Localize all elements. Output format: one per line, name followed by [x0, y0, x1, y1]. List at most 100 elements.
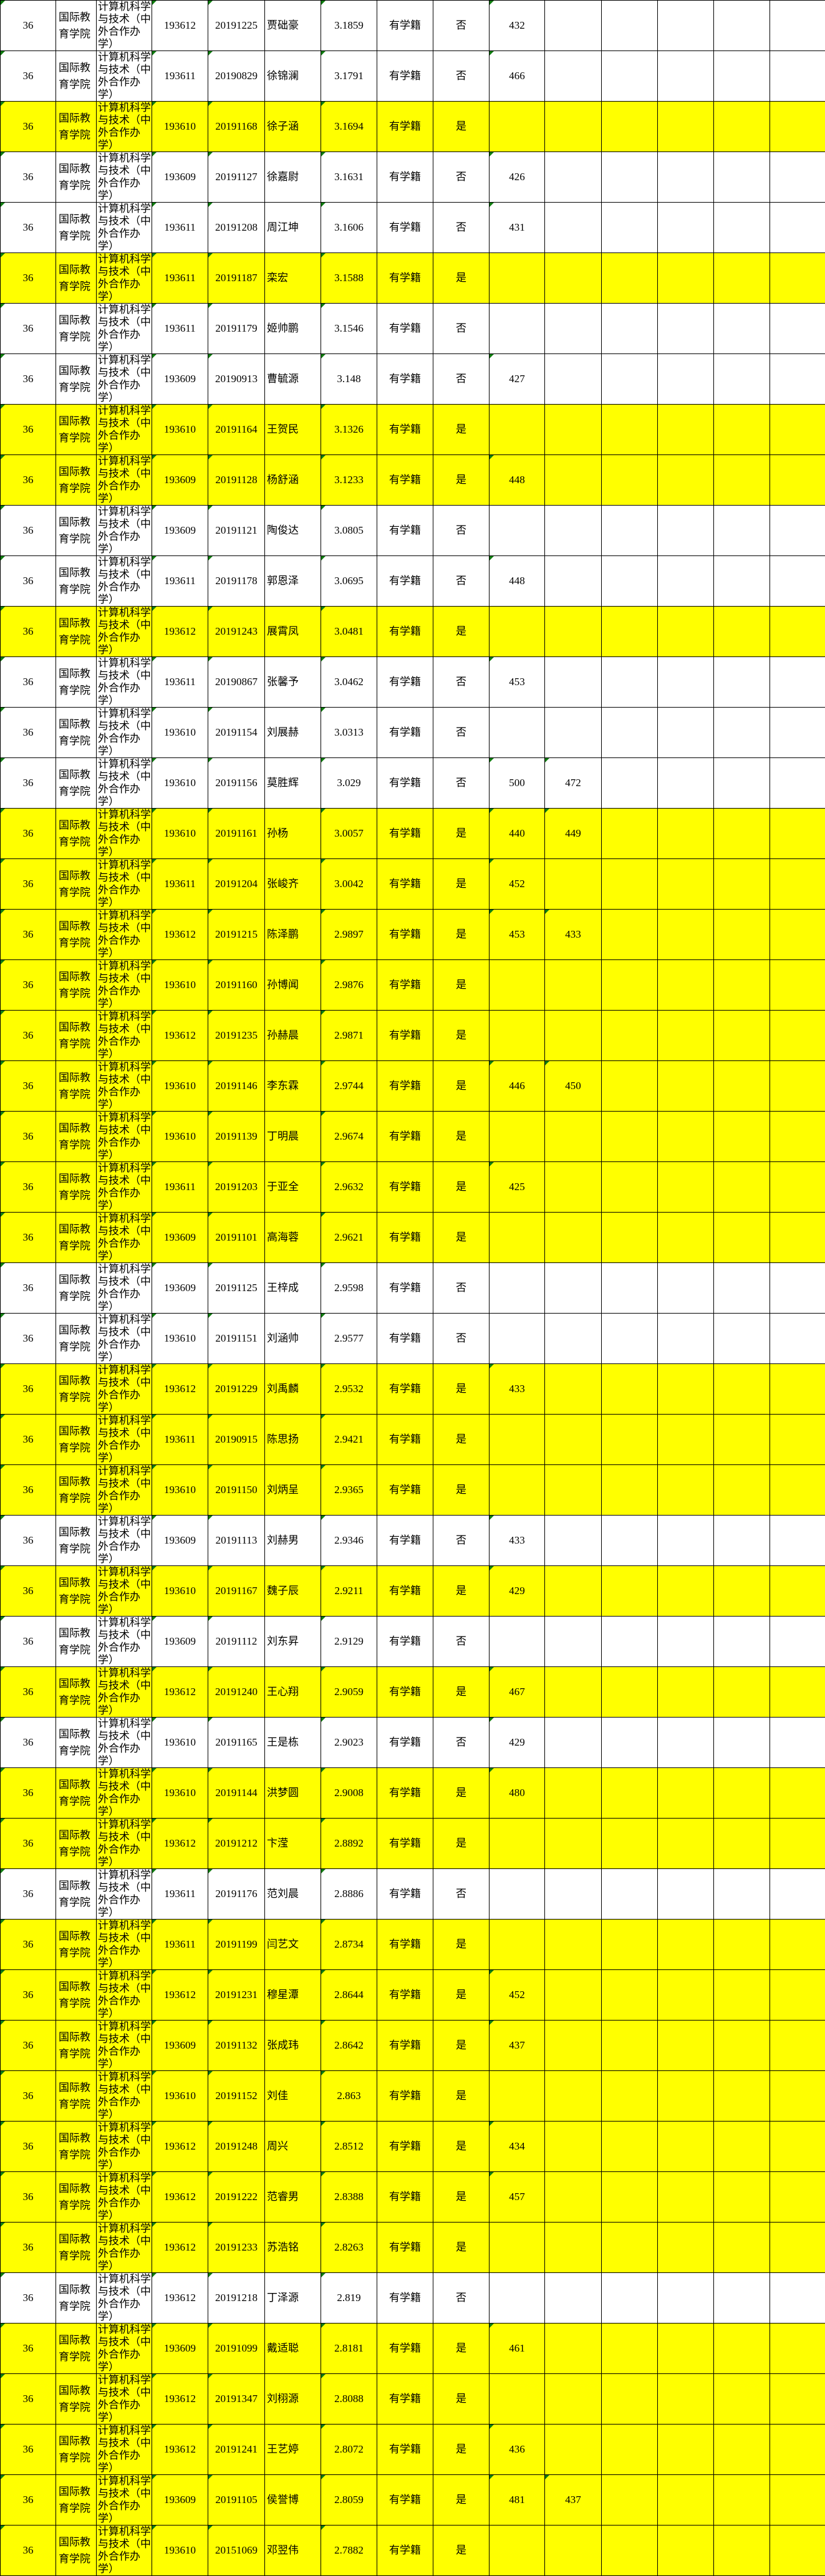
class-cell[interactable]: 193610 — [152, 2526, 208, 2576]
empty-cell[interactable] — [658, 2425, 714, 2475]
empty-cell[interactable] — [770, 1, 825, 51]
empty-cell[interactable] — [714, 1819, 770, 1869]
college-cell[interactable]: 国际教育学院 — [56, 607, 97, 657]
class-cell[interactable]: 193609 — [152, 2324, 208, 2374]
score1-cell[interactable]: 425 — [490, 1162, 545, 1213]
college-cell[interactable]: 国际教育学院 — [56, 1869, 97, 1920]
student-id-cell[interactable]: 20191231 — [208, 1970, 265, 2021]
status-cell[interactable]: 有学籍 — [377, 1112, 433, 1162]
gpa-cell[interactable]: 2.9129 — [321, 1617, 377, 1667]
score2-cell[interactable] — [545, 607, 602, 657]
score1-cell[interactable]: 448 — [490, 455, 545, 506]
student-id-cell[interactable]: 20191199 — [208, 1920, 265, 1970]
flag-cell[interactable]: 是 — [433, 910, 490, 960]
rank-cell[interactable]: 36 — [1, 2021, 56, 2071]
name-cell[interactable]: 刘栩源 — [265, 2374, 321, 2425]
empty-cell[interactable] — [602, 253, 658, 304]
empty-cell[interactable] — [658, 1162, 714, 1213]
college-cell[interactable]: 国际教育学院 — [56, 960, 97, 1011]
flag-cell[interactable]: 是 — [433, 1970, 490, 2021]
major-cell[interactable]: 计算机科学与技术（中外合作办学） — [97, 2273, 152, 2324]
status-cell[interactable]: 有学籍 — [377, 2526, 433, 2576]
class-cell[interactable]: 193609 — [152, 2475, 208, 2526]
major-cell[interactable]: 计算机科学与技术（中外合作办学） — [97, 657, 152, 708]
student-id-cell[interactable]: 20190867 — [208, 657, 265, 708]
gpa-cell[interactable]: 2.9346 — [321, 1516, 377, 1566]
score2-cell[interactable] — [545, 1869, 602, 1920]
empty-cell[interactable] — [770, 2374, 825, 2425]
college-cell[interactable]: 国际教育学院 — [56, 1061, 97, 1112]
score2-cell[interactable] — [545, 1011, 602, 1061]
major-cell[interactable]: 计算机科学与技术（中外合作办学） — [97, 1718, 152, 1768]
gpa-cell[interactable]: 2.8072 — [321, 2425, 377, 2475]
class-cell[interactable]: 193609 — [152, 1617, 208, 1667]
class-cell[interactable]: 193612 — [152, 2273, 208, 2324]
flag-cell[interactable]: 否 — [433, 1263, 490, 1314]
status-cell[interactable]: 有学籍 — [377, 607, 433, 657]
status-cell[interactable]: 有学籍 — [377, 405, 433, 455]
student-id-cell[interactable]: 20191161 — [208, 809, 265, 859]
class-cell[interactable]: 193612 — [152, 2122, 208, 2172]
empty-cell[interactable] — [714, 1011, 770, 1061]
empty-cell[interactable] — [602, 1213, 658, 1263]
major-cell[interactable]: 计算机科学与技术（中外合作办学） — [97, 455, 152, 506]
flag-cell[interactable]: 是 — [433, 1364, 490, 1415]
empty-cell[interactable] — [658, 1061, 714, 1112]
score1-cell[interactable] — [490, 1112, 545, 1162]
gpa-cell[interactable]: 2.9871 — [321, 1011, 377, 1061]
status-cell[interactable]: 有学籍 — [377, 2122, 433, 2172]
score2-cell[interactable] — [545, 1263, 602, 1314]
flag-cell[interactable]: 是 — [433, 455, 490, 506]
empty-cell[interactable] — [770, 1566, 825, 1617]
student-id-cell[interactable]: 20191179 — [208, 304, 265, 354]
college-cell[interactable]: 国际教育学院 — [56, 2273, 97, 2324]
student-id-cell[interactable]: 20191208 — [208, 203, 265, 253]
empty-cell[interactable] — [714, 203, 770, 253]
score1-cell[interactable]: 427 — [490, 354, 545, 405]
empty-cell[interactable] — [770, 1263, 825, 1314]
status-cell[interactable]: 有学籍 — [377, 455, 433, 506]
college-cell[interactable]: 国际教育学院 — [56, 1314, 97, 1364]
empty-cell[interactable] — [770, 2223, 825, 2273]
empty-cell[interactable] — [658, 1112, 714, 1162]
empty-cell[interactable] — [714, 1465, 770, 1516]
status-cell[interactable]: 有学籍 — [377, 1970, 433, 2021]
status-cell[interactable]: 有学籍 — [377, 1314, 433, 1364]
class-cell[interactable]: 193609 — [152, 1213, 208, 1263]
empty-cell[interactable] — [714, 1970, 770, 2021]
major-cell[interactable]: 计算机科学与技术（中外合作办学） — [97, 2021, 152, 2071]
empty-cell[interactable] — [658, 758, 714, 809]
gpa-cell[interactable]: 2.9577 — [321, 1314, 377, 1364]
empty-cell[interactable] — [770, 2526, 825, 2576]
college-cell[interactable]: 国际教育学院 — [56, 1516, 97, 1566]
gpa-cell[interactable]: 2.8644 — [321, 1970, 377, 2021]
empty-cell[interactable] — [658, 1869, 714, 1920]
gpa-cell[interactable]: 2.8181 — [321, 2324, 377, 2374]
name-cell[interactable]: 邓翌伟 — [265, 2526, 321, 2576]
status-cell[interactable]: 有学籍 — [377, 1162, 433, 1213]
empty-cell[interactable] — [714, 405, 770, 455]
empty-cell[interactable] — [602, 1263, 658, 1314]
class-cell[interactable]: 193610 — [152, 1061, 208, 1112]
empty-cell[interactable] — [602, 1415, 658, 1465]
rank-cell[interactable]: 36 — [1, 607, 56, 657]
empty-cell[interactable] — [714, 2273, 770, 2324]
name-cell[interactable]: 贾础豪 — [265, 1, 321, 51]
flag-cell[interactable]: 是 — [433, 809, 490, 859]
status-cell[interactable]: 有学籍 — [377, 1667, 433, 1718]
college-cell[interactable]: 国际教育学院 — [56, 253, 97, 304]
rank-cell[interactable]: 36 — [1, 203, 56, 253]
class-cell[interactable]: 193610 — [152, 1768, 208, 1819]
major-cell[interactable]: 计算机科学与技术（中外合作办学） — [97, 910, 152, 960]
name-cell[interactable]: 范刘晨 — [265, 1869, 321, 1920]
major-cell[interactable]: 计算机科学与技术（中外合作办学） — [97, 304, 152, 354]
name-cell[interactable]: 苏浩铭 — [265, 2223, 321, 2273]
score2-cell[interactable] — [545, 51, 602, 102]
empty-cell[interactable] — [714, 758, 770, 809]
gpa-cell[interactable]: 2.9897 — [321, 910, 377, 960]
rank-cell[interactable]: 36 — [1, 2526, 56, 2576]
score1-cell[interactable] — [490, 1415, 545, 1465]
major-cell[interactable]: 计算机科学与技术（中外合作办学） — [97, 2374, 152, 2425]
rank-cell[interactable]: 36 — [1, 405, 56, 455]
major-cell[interactable]: 计算机科学与技术（中外合作办学） — [97, 859, 152, 910]
